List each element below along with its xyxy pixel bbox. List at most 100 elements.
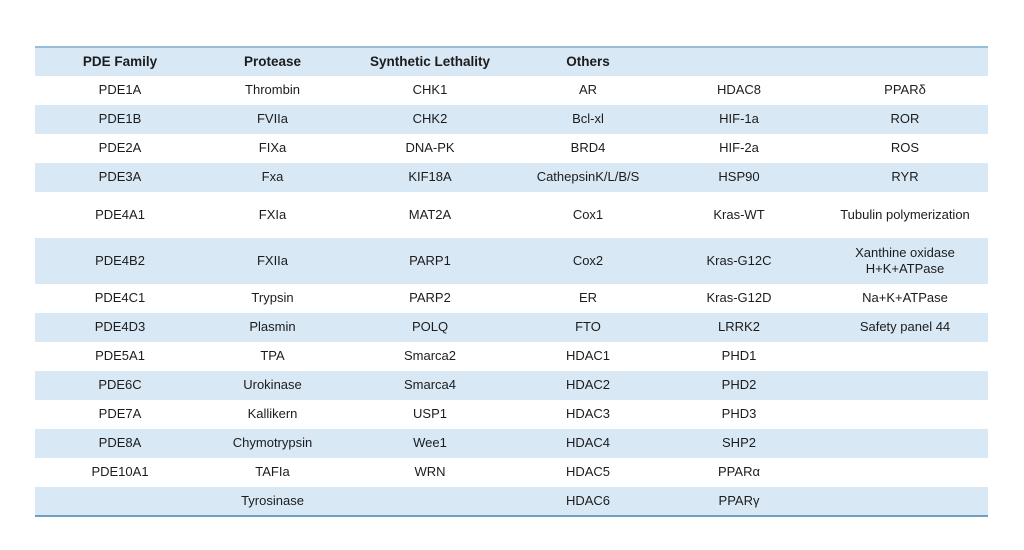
table-cell: PDE1B (98, 111, 142, 127)
table-row: PDE4B2 FXIIa PARP1 Cox2 Kras-G12C Xanthine ox… (35, 238, 988, 284)
table-cell: AR (578, 82, 598, 98)
table-row: PDE10A1 TAFIa WRN HDAC5 PPARα (35, 458, 988, 487)
table-cell: Smarca2 (403, 348, 457, 364)
table-cell: PDE2A (98, 140, 142, 156)
table-cell: Cox2 (572, 252, 604, 268)
table-cell: Bcl-xl (572, 111, 604, 127)
table-cell: Kras-WT (713, 206, 765, 222)
table-cell: HDAC2 (565, 377, 611, 393)
table-row: PDE4A1 FXIa MAT2A Cox1 Kras-WT Tubulin polyme… (35, 192, 988, 238)
table-cell: Tubulin polymerization (840, 206, 970, 222)
table-cell (340, 487, 520, 515)
table-row: PDE4D3 Plasmin POLQ FTO LRRK2 Safety panel 44 (35, 313, 988, 342)
table-row: PDE5A1 TPA Smarca2 HDAC1 PHD1 (35, 342, 988, 371)
header-cell (822, 48, 988, 76)
table-cell: ROS (890, 140, 920, 156)
table-cell: HDAC1 (565, 348, 611, 364)
table-cell: Xanthine oxidase H+K+ATPase (855, 244, 955, 276)
table-cell: HDAC4 (565, 435, 611, 451)
table-cell: BRD4 (570, 140, 606, 156)
table-cell: PHD2 (721, 377, 757, 393)
table-cell: Thrombin (245, 82, 300, 98)
table-cell: HIF-1a (719, 111, 759, 127)
table-cell: FXIIa (256, 252, 289, 268)
table-cell (822, 400, 988, 429)
table-cell: PDE8A (98, 435, 142, 451)
table-cell: TPA (260, 348, 285, 364)
table-cell: PDE1A (98, 82, 142, 98)
header-cell: PDE Family (82, 53, 158, 69)
table-cell: PHD3 (721, 406, 757, 422)
table-cell: Safety panel 44 (859, 319, 951, 335)
table-cell: PDE4B2 (95, 252, 145, 268)
table-row: PDE1B FVIIa CHK2 Bcl-xl HIF-1a ROR (35, 105, 988, 134)
table-cell: ROR (890, 111, 920, 127)
table-cell: SHP2 (722, 435, 756, 451)
table-cell: PDE4C1 (94, 290, 146, 306)
table-cell: FXIa (258, 206, 287, 222)
table-cell: PDE5A1 (95, 348, 145, 364)
table-cell: HDAC5 (565, 464, 611, 480)
table-cell: CHK1 (412, 82, 448, 98)
table-cell: RYR (891, 169, 919, 185)
table-cell: CathepsinK/L/B/S (536, 169, 640, 185)
table-cell (822, 342, 988, 371)
header-cell: Protease (243, 53, 302, 69)
table-cell: PPARγ (718, 492, 760, 508)
table-cell (822, 487, 988, 515)
table-cell: PDE6C (98, 377, 142, 393)
table-cell: PPARα (718, 464, 760, 480)
table-cell: Na+K+ATPase (862, 290, 948, 306)
table-cell: Trypsin (251, 290, 294, 306)
table-cell: KIF18A (408, 169, 452, 185)
table-cell: Kallikern (247, 406, 298, 422)
table-cell: PDE4A1 (95, 206, 145, 222)
table-cell: FIXa (258, 140, 287, 156)
header-cell: Others (566, 53, 610, 69)
table-cell: USP1 (413, 406, 447, 422)
table-cell: Kras-G12C (706, 252, 772, 268)
table-cell: ER (578, 290, 598, 306)
table-row: PDE1A Thrombin CHK1 AR HDAC8 PPARδ (35, 76, 988, 105)
table-cell: PDE3A (98, 169, 142, 185)
table-cell: PDE4D3 (94, 319, 146, 335)
table-cell: PHD1 (721, 348, 757, 364)
table-cell: HSP90 (718, 169, 760, 185)
header-cell: Synthetic Lethality (369, 53, 491, 69)
table-cell: LRRK2 (718, 319, 760, 335)
table-cell: PARP2 (409, 290, 451, 306)
table-cell: WRN (414, 464, 446, 480)
table-cell: Fxa (261, 169, 284, 185)
table-cell (35, 487, 205, 515)
table-cell: DNA-PK (405, 140, 455, 156)
table-cell: Wee1 (413, 435, 447, 451)
table-row: PDE2A FIXa DNA-PK BRD4 HIF-2a ROS (35, 134, 988, 163)
target-family-table: PDE Family Protease Synthetic Lethality Oth… (35, 46, 988, 517)
table-cell (822, 429, 988, 458)
table-body: PDE1A Thrombin CHK1 AR HDAC8 PPARδ PDE1B FVIIa C… (35, 76, 988, 515)
table-cell: FTO (575, 319, 601, 335)
table-cell: POLQ (411, 319, 449, 335)
table-cell: HDAC8 (716, 82, 762, 98)
table-cell: Urokinase (243, 377, 302, 393)
table-cell: PARP1 (409, 252, 451, 268)
table-cell: Chymotrypsin (232, 435, 313, 451)
table-cell: HDAC3 (565, 406, 611, 422)
table-cell: PDE10A1 (91, 464, 149, 480)
table-row: PDE3A Fxa KIF18A CathepsinK/L/B/S HSP90 RYR (35, 163, 988, 192)
table-cell: MAT2A (408, 206, 452, 222)
table-row: PDE4C1 Trypsin PARP2 ER Kras-G12D Na+K+ATPase (35, 284, 988, 313)
table-cell (822, 458, 988, 487)
table-cell: PPARδ (884, 82, 926, 98)
table-row: Tyrosinase HDAC6 PPARγ (35, 487, 988, 515)
table-cell: HIF-2a (719, 140, 759, 156)
table-cell: Tyrosinase (241, 492, 304, 508)
table-cell: TAFIa (255, 464, 290, 480)
table-row: PDE7A Kallikern USP1 HDAC3 PHD3 (35, 400, 988, 429)
table-header-row: PDE Family Protease Synthetic Lethality Oth… (35, 48, 988, 76)
table-cell (822, 371, 988, 400)
table-cell: FVIIa (256, 111, 289, 127)
table-row: PDE8A Chymotrypsin Wee1 HDAC4 SHP2 (35, 429, 988, 458)
table-row: PDE6C Urokinase Smarca4 HDAC2 PHD2 (35, 371, 988, 400)
